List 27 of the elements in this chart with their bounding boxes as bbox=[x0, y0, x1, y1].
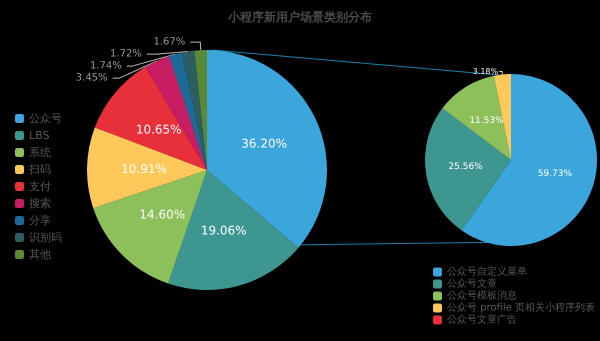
data-label: 1.74% bbox=[90, 60, 122, 72]
legend-label: LBS bbox=[29, 129, 50, 142]
data-label: 10.65% bbox=[136, 122, 182, 137]
data-label: 10.91% bbox=[121, 162, 167, 176]
legend-label: 系统 bbox=[29, 146, 51, 159]
chart-title: 小程序新用户场景类别分布 bbox=[227, 10, 372, 24]
data-label: 3.45% bbox=[76, 72, 108, 84]
legend-label: 其他 bbox=[29, 248, 51, 261]
legend-label: 分享 bbox=[29, 214, 51, 227]
data-label: 11.53% bbox=[469, 116, 504, 126]
legend-label: 公众号 bbox=[29, 112, 62, 125]
legend-label: 公众号 profile 页相关小程序列表 bbox=[447, 302, 595, 314]
data-label: 1.72% bbox=[110, 48, 142, 60]
data-label: 14.60% bbox=[139, 207, 186, 222]
data-label: 1.67% bbox=[154, 36, 186, 48]
data-label: 19.06% bbox=[200, 224, 247, 238]
legend-label: 公众号文章广告 bbox=[447, 314, 517, 326]
legend-label: 支付 bbox=[29, 180, 51, 193]
legend-label: 公众号模板消息 bbox=[447, 290, 517, 302]
data-label: 36.20% bbox=[241, 136, 288, 151]
data-label: 25.56% bbox=[448, 162, 484, 172]
legend-label: 扫码 bbox=[28, 163, 51, 176]
legend-label: 公众号文章 bbox=[447, 278, 497, 290]
legend-label: 识别码 bbox=[29, 231, 62, 244]
data-label: 59.73% bbox=[538, 168, 572, 179]
legend-label: 公众号自定义菜单 bbox=[447, 266, 527, 278]
legend-label: 搜索 bbox=[29, 197, 51, 210]
